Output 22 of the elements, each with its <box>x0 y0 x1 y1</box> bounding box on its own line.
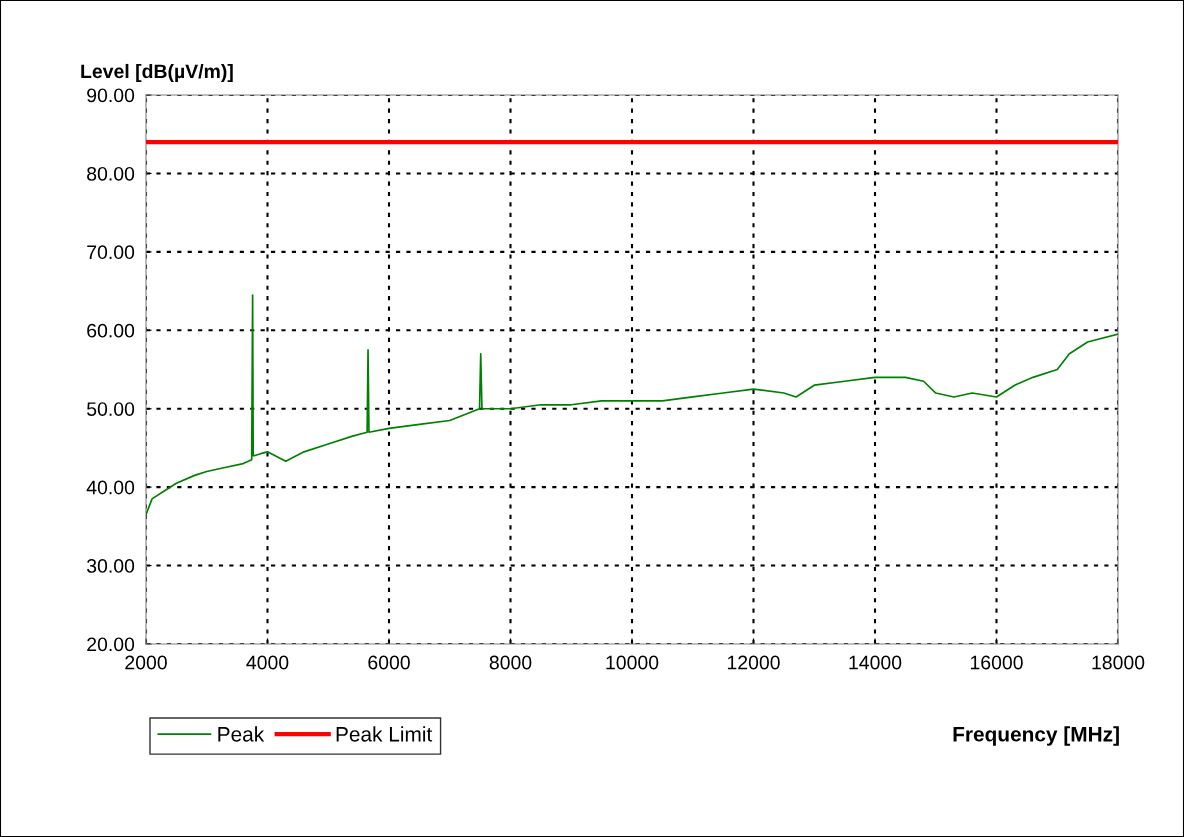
x-tick-label: 12000 <box>727 655 780 670</box>
x-tick-label: 10000 <box>606 655 659 670</box>
line-series <box>146 294 1118 516</box>
y-tick-label: 80.00 <box>87 166 135 181</box>
x-tick-label: 16000 <box>970 655 1023 670</box>
x-axis-title: Frequency [MHz] <box>953 726 1119 746</box>
y-tick-label: 20.00 <box>87 637 135 652</box>
x-tick-label: 6000 <box>368 655 410 670</box>
y-tick-label: 50.00 <box>87 402 135 416</box>
x-tick-label: 4000 <box>246 655 289 670</box>
x-tick-label: 18000 <box>1092 655 1145 670</box>
x-tick-label: 2000 <box>125 655 167 670</box>
y-tick-label: 90.00 <box>87 88 135 103</box>
legend-label: Peak <box>218 726 265 742</box>
y-tick-label: 30.00 <box>86 559 135 573</box>
y-tick-label: 40.00 <box>86 480 135 495</box>
x-tick-label: 14000 <box>849 655 902 670</box>
y-tick-label: 60.00 <box>87 323 135 338</box>
legend-label: Peak Limit <box>336 726 433 742</box>
y-tick-label: 70.00 <box>87 245 135 260</box>
x-tick-label: 8000 <box>489 655 532 670</box>
y-axis-title: Level [dB(µV/m)] <box>81 63 233 83</box>
